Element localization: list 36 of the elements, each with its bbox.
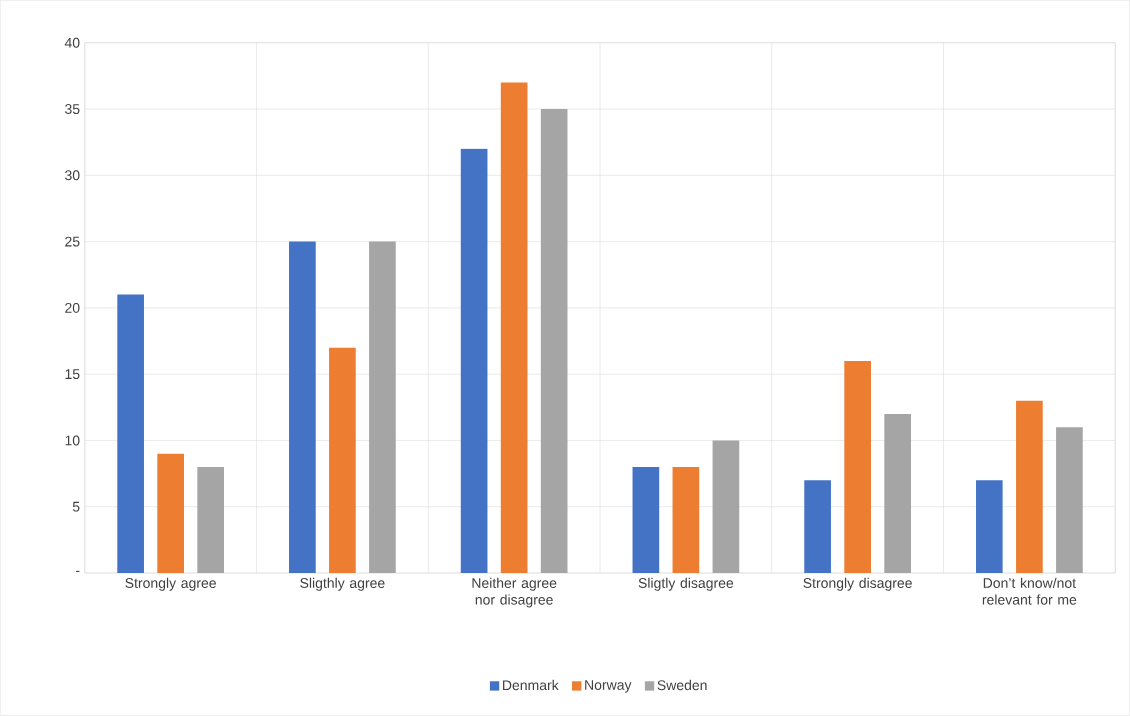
bar: [844, 361, 871, 574]
bar: [672, 467, 700, 574]
bar: [804, 480, 831, 574]
y-tick-label: 5: [72, 501, 80, 512]
bar: [632, 467, 660, 574]
x-tick-label: Strongly disagree: [803, 577, 912, 591]
x-tick-label: Strongly agree: [125, 577, 216, 591]
bar: [1016, 400, 1043, 574]
y-tick-label: 10: [65, 435, 80, 446]
bar: [289, 241, 316, 574]
bar: [976, 480, 1003, 574]
y-tick-label: -: [76, 570, 80, 573]
bar: [117, 294, 144, 574]
legend-label: Norway: [585, 680, 632, 693]
bar: [884, 414, 911, 574]
x-tick-label: Sligtly disagree: [638, 577, 734, 591]
y-tick-label: 30: [65, 170, 80, 181]
bar: [460, 148, 488, 574]
legend-label: Denmark: [503, 679, 559, 691]
bar: [157, 453, 184, 574]
bar: [329, 347, 356, 574]
bar: [197, 467, 225, 574]
y-tick-label: 20: [65, 303, 80, 313]
bar: [1056, 427, 1083, 574]
y-tick-label: 15: [65, 369, 80, 380]
bar: [540, 109, 568, 574]
bar: [369, 241, 396, 574]
legend-label: Sweden: [657, 679, 707, 691]
y-tick-label: 35: [65, 104, 80, 115]
y-tick-label: 40: [64, 37, 80, 48]
x-tick-label: Don’t know/not relevant for me: [982, 577, 1077, 605]
x-tick-label: Sligthly agree: [300, 577, 385, 591]
bar: [500, 82, 528, 574]
y-tick-label: 25: [65, 236, 80, 247]
x-tick-label: Neither agree nor disagree: [472, 577, 557, 608]
bar: [712, 440, 740, 574]
